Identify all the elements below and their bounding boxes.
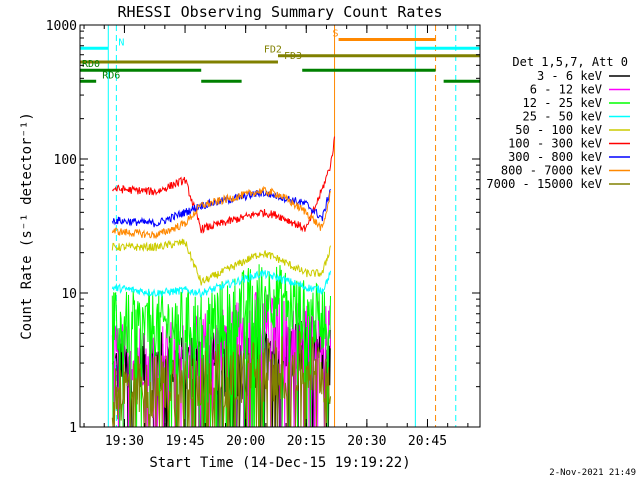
series-line-2: [111, 264, 331, 427]
series-line-5: [111, 136, 335, 234]
x-tick-label-4: 20:30: [347, 434, 386, 449]
y-tick-label-3: 1000: [46, 19, 77, 34]
x-axis-label: Start Time (14-Dec-15 19:19:22): [149, 455, 410, 471]
legend-label-6: 300 - 800 keV: [508, 150, 602, 164]
y-tick-label-0: 1: [69, 421, 77, 436]
flag-label-3: FD3: [284, 51, 302, 62]
legend-label-5: 100 - 300 keV: [508, 137, 602, 151]
y-tick-label-1: 10: [61, 287, 77, 302]
x-tick-label-0: 19:30: [105, 434, 144, 449]
legend-label-4: 50 - 100 keV: [515, 123, 602, 137]
legend-label-7: 800 - 7000 keV: [501, 164, 602, 178]
y-tick-label-2: 100: [54, 153, 77, 168]
flag-label-2: FD2: [264, 45, 282, 56]
flag-label-5: RD6: [102, 70, 120, 81]
legend-label-3: 25 - 50 keV: [523, 110, 602, 124]
flag-label-1: S: [333, 28, 339, 39]
chart-title: RHESSI Observing Summary Count Rates: [117, 3, 442, 21]
series-line-3: [111, 269, 331, 298]
x-tick-label-2: 20:00: [226, 434, 265, 449]
flag-label-4: RD0: [82, 59, 100, 70]
x-tick-label-1: 19:45: [165, 434, 204, 449]
legend-label-2: 12 - 25 keV: [523, 96, 602, 110]
y-axis-label: Count Rate (s⁻¹ detector⁻¹): [19, 112, 35, 340]
x-tick-label-3: 20:15: [287, 434, 326, 449]
legend-label-8: 7000 - 15000 keV: [486, 177, 602, 191]
series-line-1: [111, 291, 331, 427]
timestamp: 2-Nov-2021 21:49: [549, 468, 636, 478]
legend-title: Det 1,5,7, Att 0: [512, 55, 628, 69]
flag-label-0: N: [118, 37, 124, 48]
legend-label-1: 6 - 12 keV: [530, 83, 602, 97]
series-line-7: [111, 185, 331, 239]
legend-label-0: 3 - 6 keV: [537, 69, 602, 83]
x-tick-label-5: 20:45: [408, 434, 447, 449]
series-group: [111, 136, 335, 427]
series-line-4: [111, 238, 331, 286]
series-line-8: [111, 330, 331, 427]
axes: 19:30 19:45 20:00 20:15 20:30 20:45 1 10 100 1000: [46, 19, 480, 449]
plot-frame: [79, 24, 481, 428]
